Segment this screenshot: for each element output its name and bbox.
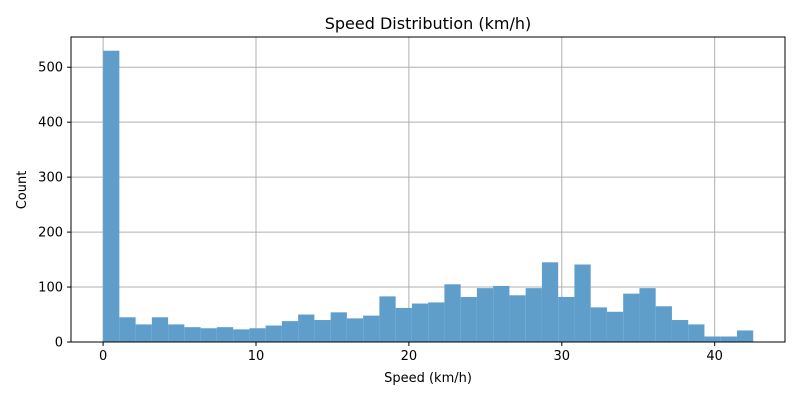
x-axis-label: Speed (km/h) [384,371,472,386]
histogram-bar [444,284,461,342]
histogram-bar [590,307,607,342]
histogram-bar [346,318,364,342]
histogram-bar [168,324,185,342]
histogram-bar [671,320,689,342]
histogram-bar [541,262,559,342]
y-axis-label: Count [15,171,30,210]
histogram-bar [363,315,380,342]
histogram-bar [655,306,672,342]
histogram-bar [249,328,266,342]
histogram-bar [379,296,396,342]
y-tick-label: 500 [38,61,63,76]
x-tick-label: 20 [401,349,418,364]
histogram-bar [704,336,721,342]
histogram-bar [606,311,624,342]
histogram-bar [736,330,754,342]
y-tick-label: 100 [38,281,63,296]
histogram-bar [200,328,217,342]
histogram-bar [395,307,412,342]
histogram-bar [493,285,510,342]
x-tick-label: 10 [248,349,265,364]
histogram-bar [460,296,477,342]
histogram-bar [525,288,542,342]
histogram-bar [233,329,250,342]
y-tick-label: 300 [38,171,63,186]
histogram-bar [688,324,705,342]
plot-frame [70,36,786,343]
histogram-bar [184,327,201,342]
histogram-bar [103,50,120,342]
histogram-bar [428,302,445,342]
y-tick-label: 400 [38,116,63,131]
histogram-bar [135,324,152,342]
axes [67,36,786,346]
histogram-bar [509,295,526,342]
histogram-bar [330,312,347,342]
chart-title: Speed Distribution (km/h) [325,14,532,33]
x-tick-label: 40 [706,349,723,364]
histogram-bar [574,264,591,342]
histogram-bar [558,296,575,342]
histogram-bar [281,321,299,342]
histogram-bar [265,325,282,342]
y-tick-label: 200 [38,226,63,241]
x-tick-label: 0 [99,349,107,364]
histogram-bar [476,288,494,342]
histogram-bar [623,293,640,342]
histogram-bar [151,317,169,342]
histogram-bar [314,320,331,342]
histogram-bar [720,336,737,342]
histogram-bar [119,317,136,342]
histogram-bar [298,314,315,342]
y-tick-label: 0 [55,336,63,351]
histogram-bar [639,288,656,342]
histogram-bar [216,327,234,342]
grid-lines [71,37,785,343]
histogram-bar [411,303,429,342]
bars [103,50,754,342]
x-tick-label: 30 [554,349,571,364]
